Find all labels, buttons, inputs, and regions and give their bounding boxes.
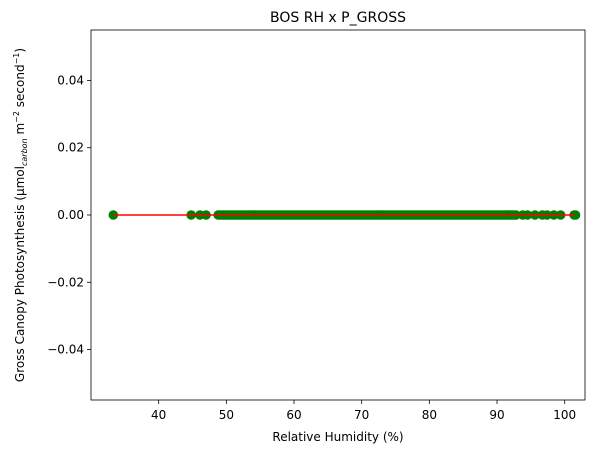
y-tick-label: 0.04	[57, 73, 84, 87]
y-tick-label: −0.02	[47, 275, 84, 289]
chart-title: BOS RH x P_GROSS	[270, 10, 406, 26]
y-axis-label-middle: m	[13, 123, 27, 139]
x-axis-label: Relative Humidity (%)	[272, 430, 403, 444]
x-axis: 40 50 60 70 80 90 100	[151, 400, 576, 422]
x-tick-label: 100	[553, 408, 576, 422]
y-axis-label-sup1: −2	[12, 111, 21, 123]
x-tick-label: 90	[489, 408, 504, 422]
y-tick-label: 0.00	[57, 208, 84, 222]
x-tick-label: 70	[354, 408, 369, 422]
plot-marks	[108, 210, 581, 220]
y-axis: −0.04 −0.02 0.00 0.02 0.04	[47, 73, 91, 357]
x-tick-label: 40	[151, 408, 166, 422]
x-tick-label: 80	[422, 408, 437, 422]
y-axis-label-suffix: )	[13, 48, 27, 53]
y-axis-label-subscript: carbon	[20, 138, 29, 166]
scatter-point	[570, 210, 581, 220]
scatter-point	[108, 210, 119, 220]
x-tick-label: 60	[286, 408, 301, 422]
y-axis-label-sup2: −1	[12, 53, 21, 65]
y-axis-label-middle2: second	[13, 64, 27, 111]
y-axis-label: Gross Canopy Photosynthesis (µmolcarbon …	[12, 48, 29, 382]
y-axis-label-prefix: Gross Canopy Photosynthesis (µmol	[13, 166, 27, 382]
y-tick-label: −0.04	[47, 343, 84, 357]
y-tick-label: 0.02	[57, 141, 84, 155]
x-tick-label: 50	[219, 408, 234, 422]
